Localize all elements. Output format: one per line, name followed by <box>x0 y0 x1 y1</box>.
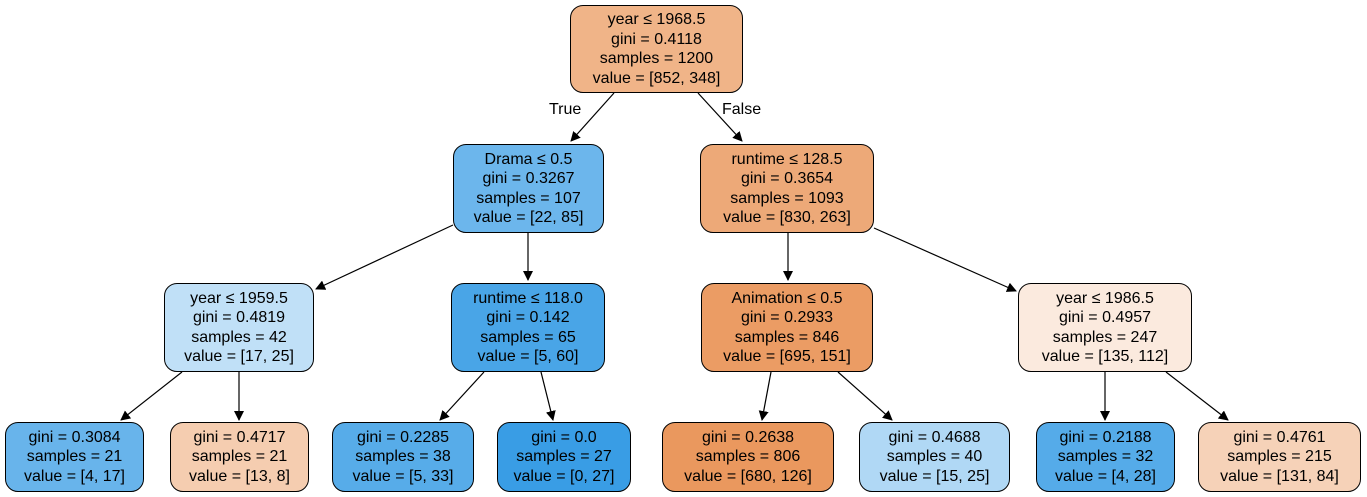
leaf-node-n14: gini = 0.4761 samples = 215 value = [131, … <box>1198 422 1361 492</box>
node-line: gini = 0.2285 <box>356 428 450 446</box>
edge-n6-n14 <box>1165 371 1229 421</box>
node-line: gini = 0.4688 <box>888 428 981 446</box>
edge-n5-n12 <box>837 371 893 421</box>
node-line: value = [852, 348] <box>592 69 721 87</box>
split-node-n5: Animation ≤ 0.5 gini = 0.2933 samples = 84… <box>701 283 873 372</box>
node-line: samples = 846 <box>734 328 840 346</box>
node-line: value = [13, 8] <box>189 467 290 485</box>
leaf-node-n11: gini = 0.2638 samples = 806 value = [680, … <box>662 422 834 492</box>
edge-n1-n3 <box>315 224 454 290</box>
node-line: samples = 42 <box>191 328 287 346</box>
leaf-node-n10: gini = 0.0 samples = 27 value = [0, 27] <box>497 422 631 492</box>
node-line: Drama ≤ 0.5 <box>484 150 573 168</box>
node-line: value = [17, 25] <box>184 348 294 365</box>
node-line: samples = 27 <box>516 448 612 466</box>
node-line: gini = 0.4819 <box>192 309 286 326</box>
node-line: gini = 0.4761 <box>1233 428 1326 446</box>
node-line: gini = 0.3654 <box>740 170 834 187</box>
node-line: value = [15, 25] <box>879 467 990 485</box>
edge-n2-n6 <box>873 227 1017 292</box>
node-line: samples = 1093 <box>730 189 844 207</box>
node-line: samples = 247 <box>1052 328 1158 346</box>
node-line: value = [135, 112] <box>1041 348 1169 365</box>
node-line: value = [131, 84] <box>1220 467 1339 485</box>
node-line: value = [830, 263] <box>723 209 851 226</box>
node-line: Animation ≤ 0.5 <box>731 289 843 307</box>
node-line: samples = 806 <box>695 448 801 466</box>
node-line: value = [5, 33] <box>352 467 454 485</box>
node-line: samples = 40 <box>886 448 983 466</box>
node-line: gini = 0.142 <box>486 309 570 326</box>
edge-n3-n7 <box>120 371 183 421</box>
node-line: samples = 107 <box>476 189 581 207</box>
node-line: year ≤ 1959.5 <box>190 289 288 307</box>
node-line: gini = 0.4957 <box>1058 309 1152 326</box>
edge-n4-n10 <box>540 371 556 421</box>
node-line: value = [5, 60] <box>477 348 579 365</box>
node-line: gini = 0.4717 <box>193 428 286 446</box>
split-node-n4: runtime ≤ 118.0 gini = 0.142 samples = 65 v… <box>451 283 605 372</box>
node-line: gini = 0.3084 <box>28 428 121 446</box>
node-line: value = [4, 17] <box>24 467 125 485</box>
edge-n0-n2 <box>697 92 743 142</box>
split-node-n0: year ≤ 1968.5 gini = 0.4118 samples = 1200… <box>570 5 743 93</box>
split-node-n6: year ≤ 1986.5 gini = 0.4957 samples = 247 v… <box>1018 283 1192 372</box>
node-line: gini = 0.2933 <box>740 309 834 326</box>
node-line: samples = 38 <box>355 448 451 466</box>
node-line: samples = 215 <box>1227 448 1332 466</box>
node-line: runtime ≤ 128.5 <box>731 150 843 168</box>
node-line: gini = 0.3267 <box>482 170 575 187</box>
edge-n5-n11 <box>758 371 772 421</box>
branch-false-label: False <box>722 101 761 118</box>
node-line: gini = 0.0 <box>531 428 597 446</box>
edge-n0-n1 <box>570 92 615 142</box>
branch-true-label: True <box>549 101 581 118</box>
node-line: gini = 0.2638 <box>701 428 795 446</box>
node-line: value = [695, 151] <box>723 348 851 365</box>
edge-n4-n9 <box>439 371 485 421</box>
split-node-n1: Drama ≤ 0.5 gini = 0.3267 samples = 107 val… <box>453 144 604 233</box>
node-line: samples = 1200 <box>599 50 714 67</box>
node-line: gini = 0.4118 <box>611 30 702 48</box>
leaf-node-n12: gini = 0.4688 samples = 40 value = [15, 25… <box>859 422 1010 492</box>
split-node-n2: runtime ≤ 128.5 gini = 0.3654 samples = 10… <box>700 144 874 233</box>
node-line: runtime ≤ 118.0 <box>473 289 583 307</box>
node-line: gini = 0.2188 <box>1059 428 1152 446</box>
node-line: samples = 32 <box>1057 448 1154 466</box>
node-line: samples = 65 <box>480 328 576 346</box>
node-line: samples = 21 <box>191 448 288 466</box>
node-line: year ≤ 1968.5 <box>607 11 706 28</box>
leaf-node-n7: gini = 0.3084 samples = 21 value = [4, 17] <box>5 422 144 492</box>
node-line: value = [22, 85] <box>473 209 584 226</box>
node-line: samples = 21 <box>26 448 123 466</box>
node-line: value = [680, 126] <box>684 467 812 485</box>
leaf-node-n9: gini = 0.2285 samples = 38 value = [5, 33] <box>332 422 474 492</box>
node-line: year ≤ 1986.5 <box>1056 289 1154 307</box>
node-line: value = [0, 27] <box>513 467 615 485</box>
leaf-node-n8: gini = 0.4717 samples = 21 value = [13, 8] <box>170 422 309 492</box>
leaf-node-n13: gini = 0.2188 samples = 32 value = [4, 28] <box>1036 422 1175 492</box>
node-line: value = [4, 28] <box>1055 467 1156 485</box>
split-node-n3: year ≤ 1959.5 gini = 0.4819 samples = 42 va… <box>164 283 314 372</box>
